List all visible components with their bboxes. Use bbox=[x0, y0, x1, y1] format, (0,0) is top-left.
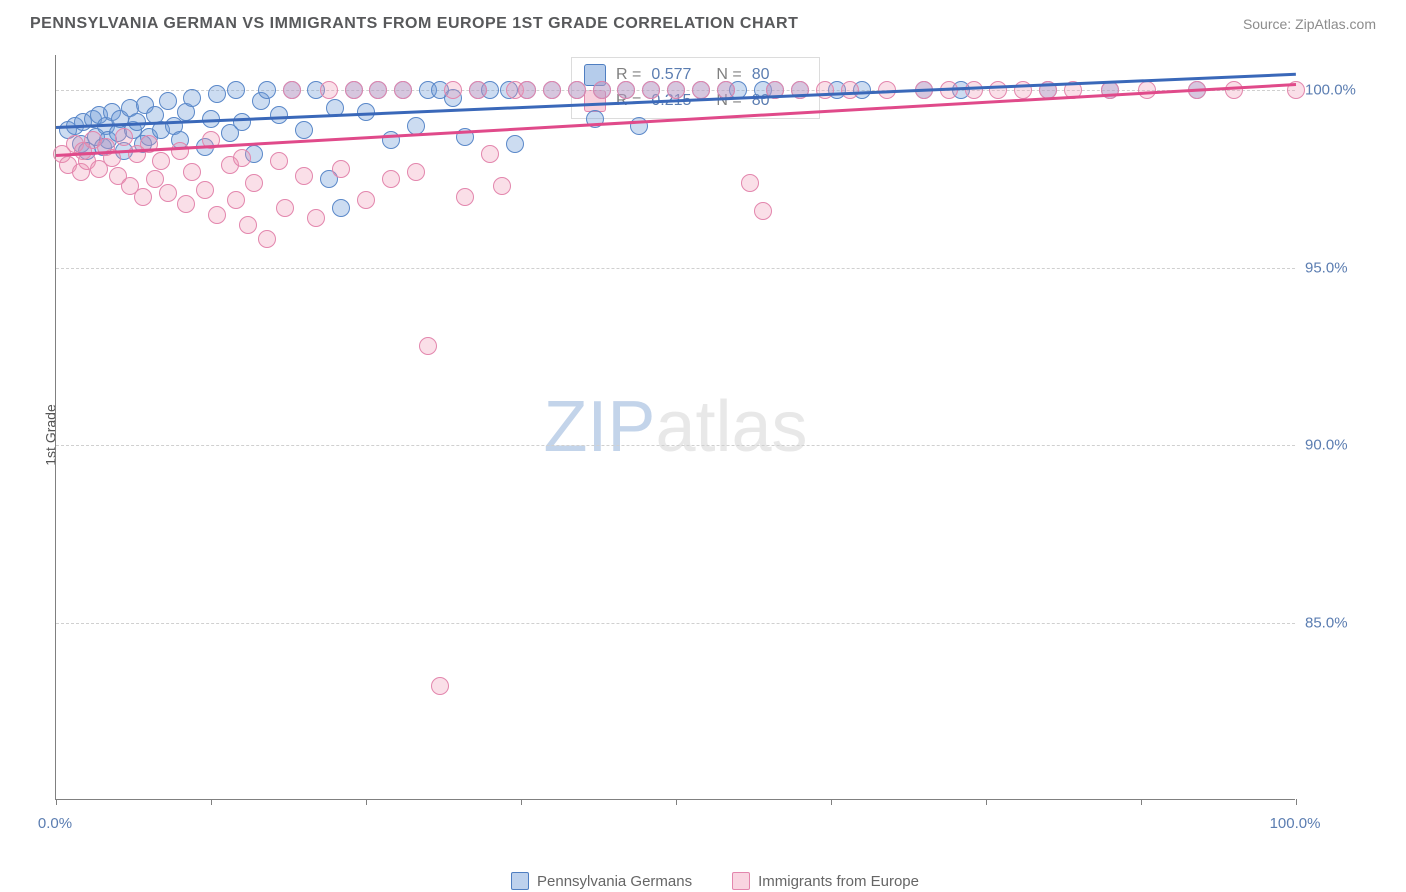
data-point bbox=[239, 216, 257, 234]
x-tick bbox=[366, 799, 367, 805]
data-point bbox=[493, 177, 511, 195]
data-point bbox=[332, 160, 350, 178]
data-point bbox=[456, 188, 474, 206]
data-point bbox=[816, 81, 834, 99]
data-point bbox=[407, 163, 425, 181]
data-point bbox=[152, 152, 170, 170]
grid-line bbox=[56, 445, 1295, 446]
x-tick-label: 100.0% bbox=[1270, 815, 1321, 832]
data-point bbox=[283, 81, 301, 99]
legend-label-2: Immigrants from Europe bbox=[758, 873, 919, 890]
data-point bbox=[444, 81, 462, 99]
data-point bbox=[227, 191, 245, 209]
bottom-legend: Pennsylvania Germans Immigrants from Eur… bbox=[55, 872, 1375, 890]
plot-area: ZIPatlas R = 0.577 N = 80 R = 0.215 N = … bbox=[55, 55, 1295, 800]
data-point bbox=[270, 152, 288, 170]
x-tick bbox=[676, 799, 677, 805]
data-point bbox=[227, 81, 245, 99]
data-point bbox=[276, 199, 294, 217]
x-tick-label: 0.0% bbox=[38, 815, 72, 832]
data-point bbox=[1101, 81, 1119, 99]
data-point bbox=[115, 128, 133, 146]
data-point bbox=[692, 81, 710, 99]
data-point bbox=[295, 167, 313, 185]
data-point bbox=[177, 195, 195, 213]
chart-title: PENNSYLVANIA GERMAN VS IMMIGRANTS FROM E… bbox=[30, 15, 798, 33]
data-point bbox=[332, 199, 350, 217]
data-point bbox=[233, 149, 251, 167]
data-point bbox=[543, 81, 561, 99]
data-point bbox=[469, 81, 487, 99]
watermark-suffix: atlas bbox=[655, 387, 807, 467]
legend-item-series-1: Pennsylvania Germans bbox=[511, 872, 692, 890]
y-tick-label: 90.0% bbox=[1305, 437, 1348, 454]
x-tick bbox=[1141, 799, 1142, 805]
y-tick-label: 100.0% bbox=[1305, 82, 1356, 99]
x-tick bbox=[211, 799, 212, 805]
legend-swatch-icon bbox=[511, 872, 529, 890]
data-point bbox=[183, 163, 201, 181]
legend-swatch-icon bbox=[732, 872, 750, 890]
y-tick-label: 85.0% bbox=[1305, 614, 1348, 631]
data-point bbox=[940, 81, 958, 99]
legend-label-1: Pennsylvania Germans bbox=[537, 873, 692, 890]
grid-line bbox=[56, 623, 1295, 624]
data-point bbox=[1225, 81, 1243, 99]
data-point bbox=[382, 170, 400, 188]
data-point bbox=[208, 85, 226, 103]
data-point bbox=[233, 113, 251, 131]
data-point bbox=[159, 184, 177, 202]
data-point bbox=[208, 206, 226, 224]
data-point bbox=[431, 677, 449, 695]
data-point bbox=[568, 81, 586, 99]
data-point bbox=[989, 81, 1007, 99]
data-point bbox=[320, 81, 338, 99]
data-point bbox=[134, 188, 152, 206]
grid-line bbox=[56, 268, 1295, 269]
x-tick bbox=[521, 799, 522, 805]
data-point bbox=[481, 145, 499, 163]
x-tick bbox=[56, 799, 57, 805]
header: PENNSYLVANIA GERMAN VS IMMIGRANTS FROM E… bbox=[0, 0, 1406, 38]
watermark: ZIPatlas bbox=[543, 386, 807, 468]
data-point bbox=[245, 174, 263, 192]
data-point bbox=[295, 121, 313, 139]
data-point bbox=[171, 142, 189, 160]
data-point bbox=[196, 181, 214, 199]
data-point bbox=[965, 81, 983, 99]
data-point bbox=[258, 81, 276, 99]
data-point bbox=[754, 202, 772, 220]
chart-container: 1st Grade ZIPatlas R = 0.577 N = 80 R = … bbox=[55, 55, 1375, 845]
source-label: Source: ZipAtlas.com bbox=[1243, 16, 1376, 32]
data-point bbox=[593, 81, 611, 99]
data-point bbox=[159, 92, 177, 110]
legend-item-series-2: Immigrants from Europe bbox=[732, 872, 919, 890]
y-tick-label: 95.0% bbox=[1305, 259, 1348, 276]
data-point bbox=[741, 174, 759, 192]
data-point bbox=[307, 209, 325, 227]
data-point bbox=[642, 81, 660, 99]
data-point bbox=[841, 81, 859, 99]
data-point bbox=[369, 81, 387, 99]
data-point bbox=[183, 89, 201, 107]
watermark-prefix: ZIP bbox=[543, 387, 655, 467]
data-point bbox=[345, 81, 363, 99]
data-point bbox=[357, 191, 375, 209]
x-tick bbox=[1296, 799, 1297, 805]
data-point bbox=[394, 81, 412, 99]
data-point bbox=[617, 81, 635, 99]
data-point bbox=[667, 81, 685, 99]
data-point bbox=[258, 230, 276, 248]
data-point bbox=[506, 135, 524, 153]
data-point bbox=[518, 81, 536, 99]
x-tick bbox=[986, 799, 987, 805]
x-tick bbox=[831, 799, 832, 805]
data-point bbox=[419, 337, 437, 355]
